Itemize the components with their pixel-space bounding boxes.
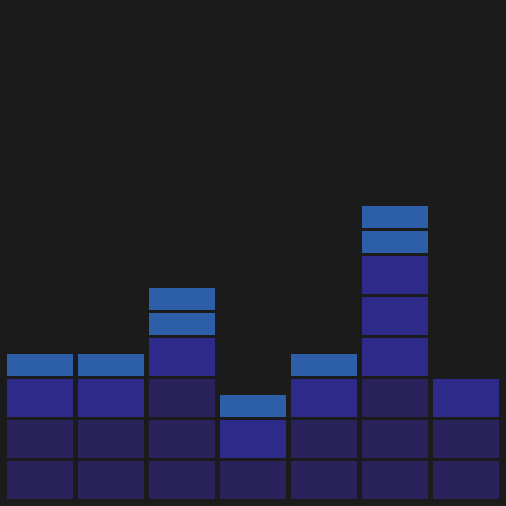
- level-block: [149, 288, 215, 310]
- level-block: [7, 354, 73, 376]
- level-block: [78, 354, 144, 376]
- level-block: [362, 420, 428, 458]
- level-block: [149, 338, 215, 376]
- level-block: [220, 461, 286, 499]
- level-block: [291, 420, 357, 458]
- level-block: [433, 420, 499, 458]
- level-block: [433, 461, 499, 499]
- level-block: [78, 379, 144, 417]
- level-block: [433, 379, 499, 417]
- level-block: [220, 420, 286, 458]
- level-block: [78, 461, 144, 499]
- level-block: [291, 379, 357, 417]
- level-block: [149, 420, 215, 458]
- level-block: [149, 461, 215, 499]
- level-block: [7, 379, 73, 417]
- level-block: [7, 420, 73, 458]
- level-block: [7, 461, 73, 499]
- level-block: [149, 379, 215, 417]
- level-block: [362, 231, 428, 253]
- level-block: [291, 461, 357, 499]
- level-block: [291, 354, 357, 376]
- level-block: [362, 297, 428, 335]
- level-block: [362, 338, 428, 376]
- level-block: [220, 395, 286, 417]
- level-block: [149, 313, 215, 335]
- level-block: [362, 256, 428, 294]
- level-block: [362, 461, 428, 499]
- level-block: [362, 379, 428, 417]
- level-block: [78, 420, 144, 458]
- level-block: [362, 206, 428, 228]
